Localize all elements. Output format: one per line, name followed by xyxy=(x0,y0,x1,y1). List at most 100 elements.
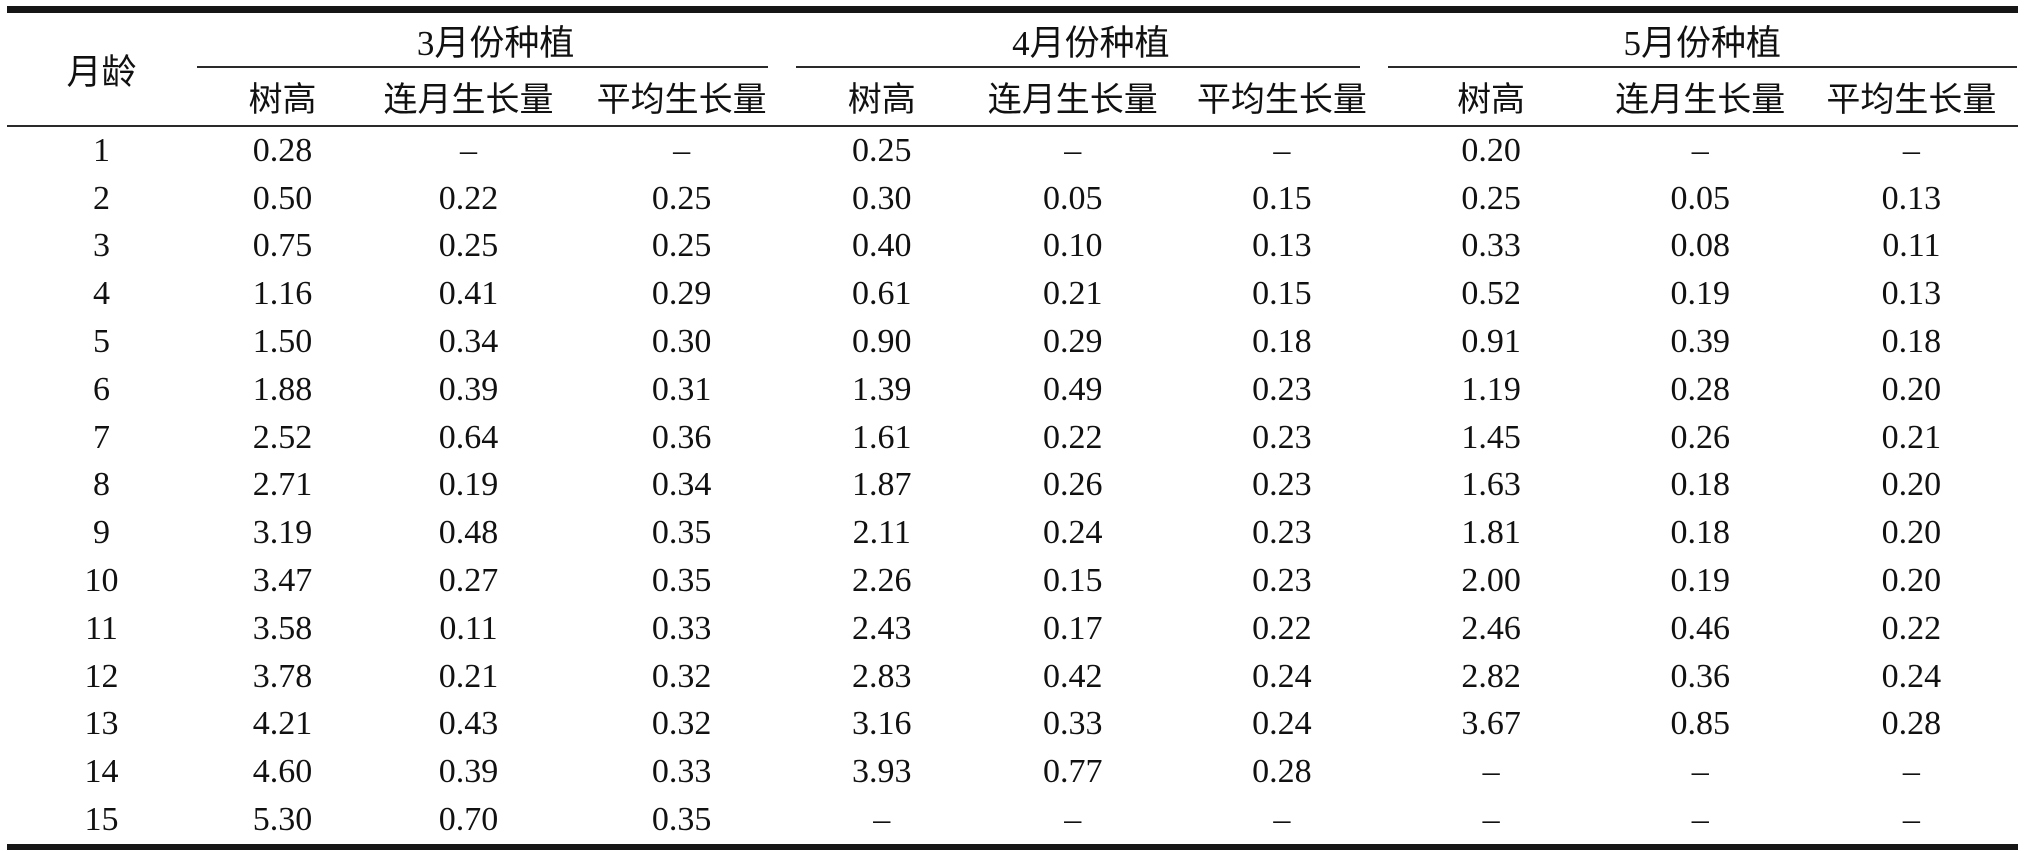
value-cell: 0.13 xyxy=(1252,227,1312,265)
value-cell: 0.18 xyxy=(1670,514,1730,552)
value-cell: 0.13 xyxy=(1881,275,1942,313)
value-cell: 1.19 xyxy=(1461,370,1521,408)
value-cell: – xyxy=(1064,131,1082,169)
table-row: 2 0.50 0.22 0.25 0.30 0.05 0.15 0.25 0.05 0.13 xyxy=(7,175,2018,223)
value-cell: 0.61 xyxy=(852,275,912,313)
value-cell: 1.39 xyxy=(852,370,912,408)
value-cell: 2.46 xyxy=(1461,609,1521,647)
value-cell: 0.32 xyxy=(651,705,712,743)
value-cell: – xyxy=(1482,801,1500,839)
table-body: 1 0.28 – – 0.25 – – 0.20 – – 2 0.50 0.22 0.25 0.30 0.05… xyxy=(7,126,2018,847)
value-cell: – xyxy=(1273,801,1291,839)
age-cell: 6 xyxy=(93,370,111,408)
value-cell: 4.60 xyxy=(252,753,313,791)
value-cell: 0.18 xyxy=(1252,323,1312,361)
value-cell: 0.35 xyxy=(651,562,712,600)
value-cell: 1.88 xyxy=(252,370,313,408)
value-cell: 0.33 xyxy=(1043,705,1103,743)
value-cell: 0.30 xyxy=(852,179,912,217)
value-cell: 0.64 xyxy=(438,418,499,456)
value-cell: 0.40 xyxy=(852,227,912,265)
value-cell: 1.16 xyxy=(252,275,313,313)
column-header-may-average-growth: 平均生长量 xyxy=(1804,68,2018,127)
value-cell: 0.25 xyxy=(852,131,912,169)
value-cell: – xyxy=(1691,131,1709,169)
value-cell: 0.24 xyxy=(1252,705,1312,743)
value-cell: 0.29 xyxy=(651,275,712,313)
value-cell: 0.39 xyxy=(1670,323,1730,361)
table-row: 8 2.71 0.19 0.34 1.87 0.26 0.23 1.63 0.18 0.20 xyxy=(7,462,2018,510)
value-cell: 3.78 xyxy=(252,657,313,695)
column-header-april-average-growth: 平均生长量 xyxy=(1177,68,1387,127)
value-cell: 0.21 xyxy=(1043,275,1103,313)
value-cell: 0.19 xyxy=(1670,275,1730,313)
value-cell: 0.36 xyxy=(651,418,712,456)
value-cell: 1.63 xyxy=(1461,466,1521,504)
value-cell: 4.21 xyxy=(252,705,313,743)
value-cell: 0.42 xyxy=(1043,657,1103,695)
age-cell: 5 xyxy=(93,323,111,361)
value-cell: 0.30 xyxy=(651,323,712,361)
table-row: 4 1.16 0.41 0.29 0.61 0.21 0.15 0.52 0.19 0.13 xyxy=(7,270,2018,318)
value-cell: 0.29 xyxy=(1043,323,1103,361)
group-header-april: 4月份种植 xyxy=(795,10,1386,69)
age-cell: 15 xyxy=(84,801,119,839)
value-cell: 0.25 xyxy=(651,227,712,265)
value-cell: 0.27 xyxy=(438,562,499,600)
age-cell: 13 xyxy=(84,705,119,743)
value-cell: – xyxy=(1691,801,1709,839)
value-cell: 0.25 xyxy=(1461,179,1521,217)
value-cell: 0.28 xyxy=(252,131,313,169)
value-cell: 0.24 xyxy=(1881,657,1942,695)
value-cell: – xyxy=(1064,801,1082,839)
value-cell: 0.22 xyxy=(1043,418,1103,456)
table-row: 7 2.52 0.64 0.36 1.61 0.22 0.23 1.45 0.26 0.21 xyxy=(7,414,2018,462)
table-row: 13 4.21 0.43 0.32 3.16 0.33 0.24 3.67 0.85 0.28 xyxy=(7,701,2018,749)
age-cell: 11 xyxy=(85,609,118,647)
age-cell: 12 xyxy=(84,657,119,695)
age-cell: 8 xyxy=(93,466,111,504)
table-row: 11 3.58 0.11 0.33 2.43 0.17 0.22 2.46 0.46 0.22 xyxy=(7,605,2018,653)
value-cell: 0.21 xyxy=(438,657,499,695)
value-cell: 0.39 xyxy=(438,370,499,408)
value-cell: 0.34 xyxy=(651,466,712,504)
value-cell: 3.67 xyxy=(1461,705,1521,743)
value-cell: 0.20 xyxy=(1881,562,1942,600)
value-cell: 0.22 xyxy=(1252,609,1312,647)
value-cell: 0.32 xyxy=(651,657,712,695)
value-cell: 0.11 xyxy=(1882,227,1941,265)
value-cell: 0.23 xyxy=(1252,514,1312,552)
value-cell: 0.22 xyxy=(438,179,499,217)
value-cell: 0.20 xyxy=(1881,466,1942,504)
value-cell: 0.41 xyxy=(438,275,499,313)
age-cell: 3 xyxy=(93,227,111,265)
value-cell: 0.19 xyxy=(1670,562,1730,600)
value-cell: 1.45 xyxy=(1461,418,1521,456)
value-cell: – xyxy=(1902,801,1920,839)
value-cell: 3.47 xyxy=(252,562,313,600)
value-cell: 0.05 xyxy=(1043,179,1103,217)
table-row: 14 4.60 0.39 0.33 3.93 0.77 0.28 – – – xyxy=(7,748,2018,796)
value-cell: 0.08 xyxy=(1670,227,1730,265)
value-cell: 0.39 xyxy=(438,753,499,791)
value-cell: 0.48 xyxy=(438,514,499,552)
value-cell: 1.87 xyxy=(852,466,912,504)
table-row: 6 1.88 0.39 0.31 1.39 0.49 0.23 1.19 0.28 0.20 xyxy=(7,366,2018,414)
group-header-may: 5月份种植 xyxy=(1387,10,2019,69)
value-cell: 0.91 xyxy=(1461,323,1521,361)
table-row: 9 3.19 0.48 0.35 2.11 0.24 0.23 1.81 0.18 0.20 xyxy=(7,509,2018,557)
value-cell: 0.35 xyxy=(651,801,712,839)
value-cell: 2.83 xyxy=(852,657,912,695)
value-cell: 0.23 xyxy=(1252,562,1312,600)
tree-growth-table: 月龄 3月份种植 4月份种植 5月份种植 树高 连月生长量 平均生长量 树高 连… xyxy=(7,6,2018,850)
value-cell: 1.61 xyxy=(852,418,912,456)
value-cell: 0.33 xyxy=(651,753,712,791)
value-cell: 3.16 xyxy=(852,705,912,743)
value-cell: 1.81 xyxy=(1461,514,1521,552)
value-cell: 0.25 xyxy=(651,179,712,217)
value-cell: 0.22 xyxy=(1881,609,1942,647)
value-cell: 2.26 xyxy=(852,562,912,600)
value-cell: 0.28 xyxy=(1881,705,1942,743)
value-cell: 0.13 xyxy=(1881,179,1942,217)
value-cell: 3.93 xyxy=(852,753,912,791)
